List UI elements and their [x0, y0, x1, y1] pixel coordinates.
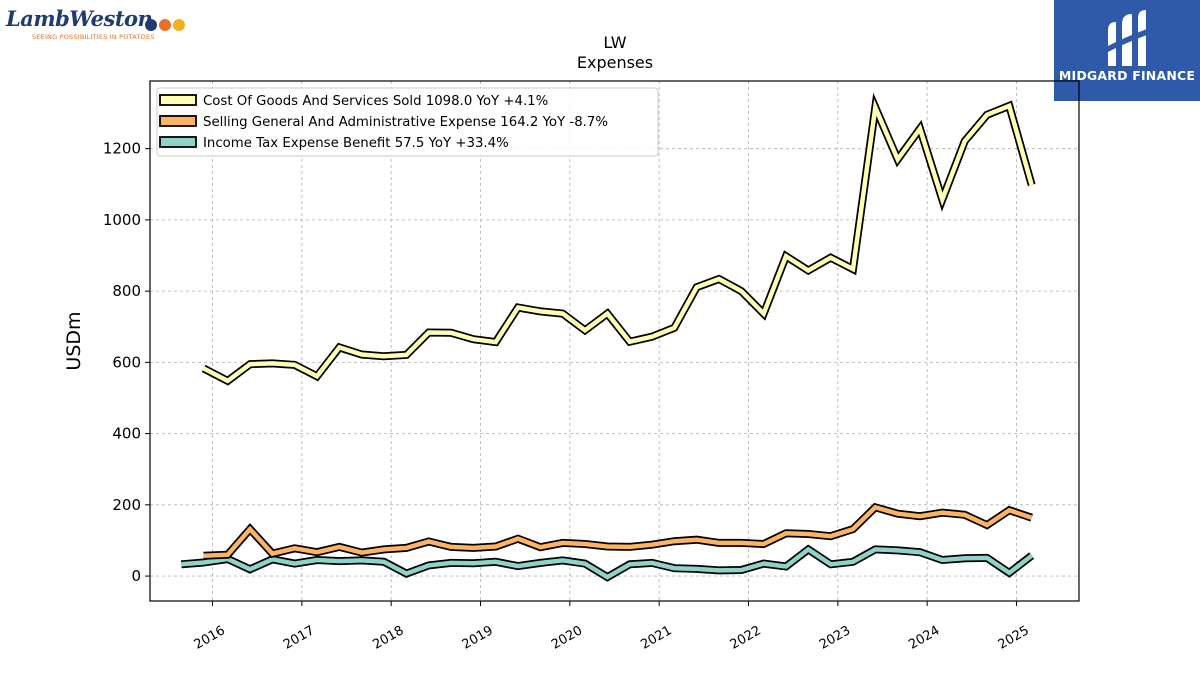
y-tick-label: 200 — [112, 496, 141, 514]
x-tick-label: 2024 — [906, 623, 942, 653]
y-tick-label: 800 — [112, 282, 141, 300]
series-line — [181, 546, 1034, 580]
series-line — [203, 504, 1033, 559]
legend-swatch — [159, 115, 197, 127]
x-tick-label: 2020 — [549, 623, 585, 653]
logo-dots-icon — [145, 19, 185, 31]
series-2 — [180, 544, 1035, 582]
plot-frame — [149, 80, 1080, 602]
grid-lines — [150, 81, 1079, 601]
x-tick-label: 2018 — [370, 623, 406, 653]
legend: Cost Of Goods And Services Sold 1098.0 Y… — [156, 87, 659, 157]
chart-subtitle: Expenses — [577, 53, 653, 72]
chart-title: LW — [603, 33, 626, 52]
series-1 — [203, 502, 1033, 560]
legend-label: Cost Of Goods And Services Sold 1098.0 Y… — [203, 94, 548, 109]
series-lines — [180, 92, 1036, 582]
legend-label: Income Tax Expense Benefit 57.5 YoY +33.… — [203, 136, 509, 151]
y-tick-label: 1000 — [103, 211, 141, 229]
x-tick-label: 2021 — [638, 623, 674, 653]
x-tick-label: 2022 — [728, 623, 764, 653]
y-tick-label: 1200 — [103, 140, 141, 158]
midgard-emblem-icon — [1104, 10, 1150, 66]
x-tick-label: 2016 — [192, 623, 228, 653]
y-tick-label: 600 — [112, 353, 141, 371]
midgard-finance-logo: MIDGARD FINANCE — [1054, 0, 1200, 101]
legend-label: Selling General And Administrative Expen… — [203, 115, 608, 130]
legend-swatch — [159, 94, 197, 106]
lambweston-logo: LambWeston SEEING POSSIBILITIES IN POTAT… — [4, 4, 194, 44]
legend-box — [156, 87, 659, 157]
x-tick-label: 2025 — [996, 623, 1032, 653]
legend-swatch — [159, 136, 197, 148]
y-tick-label: 0 — [131, 567, 141, 585]
y-tick-label: 400 — [112, 425, 141, 443]
midgard-wordmark: MIDGARD FINANCE — [1058, 68, 1196, 83]
logo-wordmark: LambWeston — [6, 6, 153, 31]
logo-tagline: SEEING POSSIBILITIES IN POTATOES — [32, 33, 155, 41]
x-tick-label: 2019 — [460, 623, 496, 653]
x-tick-label: 2023 — [817, 623, 853, 653]
y-axis-label: USDm — [63, 311, 85, 370]
series-line — [202, 99, 1034, 384]
x-tick-label: 2017 — [281, 623, 317, 653]
series-0 — [201, 92, 1036, 386]
